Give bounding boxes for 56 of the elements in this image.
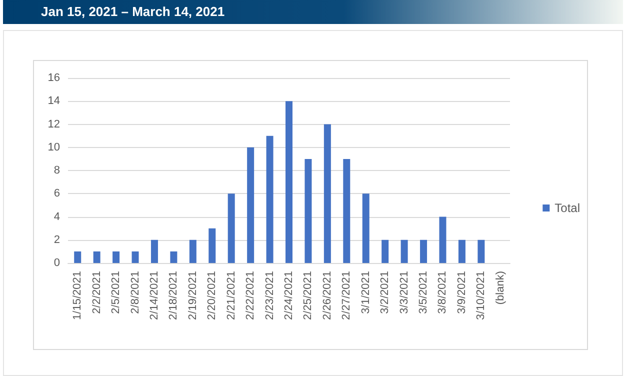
x-tick-label: 2/21/2021	[225, 271, 238, 320]
bar	[439, 216, 446, 263]
x-tick-label: 2/8/2021	[129, 271, 142, 314]
x-tick-label: 2/18/2021	[168, 271, 180, 320]
bar	[286, 101, 292, 263]
bar	[74, 251, 82, 263]
bar	[420, 240, 428, 263]
bar	[458, 240, 466, 263]
y-tick-label: 8	[54, 164, 60, 176]
y-tick-label: 14	[48, 95, 60, 108]
bar	[382, 240, 389, 263]
x-tick-label: 2/22/2021	[244, 271, 257, 320]
x-tick-label: 3/1/2021	[360, 271, 372, 314]
bar	[266, 136, 274, 263]
x-tick-label: 2/24/2021	[283, 271, 295, 320]
x-tick-label: 3/2/2021	[379, 271, 392, 314]
x-tick-label: 2/25/2021	[302, 271, 314, 320]
x-tick-label: 2/14/2021	[148, 271, 160, 320]
x-tick-label: 2/26/2021	[321, 271, 334, 320]
bar	[400, 240, 408, 263]
bar	[304, 158, 312, 263]
bar	[93, 251, 100, 263]
x-tick-label: (blank)	[494, 271, 506, 305]
y-tick-label: 4	[54, 210, 60, 223]
x-tick-label: 3/8/2021	[436, 271, 449, 314]
x-tick-label: 2/27/2021	[340, 271, 353, 320]
x-tick-label: 3/9/2021	[456, 271, 468, 314]
legend-label: Total	[554, 201, 580, 215]
y-tick-label: 6	[54, 188, 60, 200]
bar	[343, 158, 350, 263]
y-tick-label: 2	[54, 234, 60, 246]
x-tick-label: 2/23/2021	[264, 271, 276, 320]
bar	[170, 251, 178, 263]
x-tick-label: 2/20/2021	[206, 271, 218, 320]
y-tick-label: 0	[54, 257, 60, 269]
x-tick-label: 1/15/2021	[72, 271, 84, 320]
bar	[132, 251, 139, 263]
x-tick-label: 3/10/2021	[475, 271, 488, 320]
y-tick-label: 12	[48, 118, 60, 130]
bar	[208, 228, 216, 263]
bar	[247, 147, 254, 263]
bar	[150, 240, 158, 263]
bar	[324, 124, 331, 263]
bar	[228, 194, 235, 263]
x-tick-label: 3/3/2021	[398, 271, 410, 314]
bar	[189, 240, 196, 263]
x-tick-label: 3/5/2021	[418, 271, 430, 314]
y-tick-label: 16	[48, 72, 60, 84]
x-tick-label: 2/19/2021	[186, 271, 199, 320]
bar	[362, 194, 370, 263]
x-tick-label: 2/2/2021	[90, 271, 103, 314]
x-tick-label: 2/5/2021	[110, 271, 122, 314]
bar	[112, 251, 120, 263]
chart-title: Jan 15, 2021 – March 14, 2021	[41, 3, 225, 21]
bar	[478, 240, 485, 263]
y-tick-label: 10	[48, 141, 60, 154]
